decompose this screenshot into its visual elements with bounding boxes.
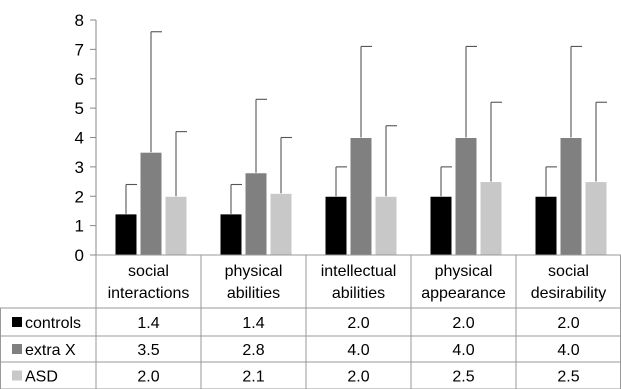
category-labels: social interactions physical abilities intel… xyxy=(108,263,607,302)
bar-extra-x xyxy=(349,137,373,256)
category-label: physical xyxy=(225,263,283,280)
legend-swatch xyxy=(12,317,22,327)
y-tick-label: 8 xyxy=(75,11,84,30)
bar-extra-x xyxy=(559,137,583,256)
bar-controls xyxy=(429,195,453,256)
table-value: 2.0 xyxy=(347,369,369,386)
bar-asd xyxy=(479,181,503,256)
category-label: appearance xyxy=(421,285,506,302)
y-tick-label: 5 xyxy=(75,99,84,118)
table-value: 2.0 xyxy=(452,315,474,332)
bar-asd xyxy=(269,192,293,256)
bar-asd xyxy=(164,195,188,256)
bar-asd xyxy=(374,195,398,256)
table-value: 2.0 xyxy=(137,369,159,386)
category-label: desirability xyxy=(531,285,607,302)
data-table-values: 1.4 1.4 2.0 2.0 2.0 3.5 2.8 4.0 4.0 4.0 2.0 2.1 2.0 2… xyxy=(137,315,579,386)
bar-series-group xyxy=(114,137,608,256)
table-value: 2.0 xyxy=(557,315,579,332)
bar-controls xyxy=(324,195,348,256)
table-value: 2.5 xyxy=(557,369,579,386)
data-table-legend: controls extra X ASD xyxy=(12,315,81,386)
y-tick-label: 6 xyxy=(75,70,84,89)
bar-asd xyxy=(584,181,608,256)
category-label: physical xyxy=(435,263,493,280)
category-label: abilities xyxy=(332,285,385,302)
category-label: social xyxy=(128,263,169,280)
table-value: 1.4 xyxy=(137,315,159,332)
y-tick-label: 4 xyxy=(75,129,84,148)
legend-label: controls xyxy=(25,315,81,332)
bar-controls xyxy=(114,213,138,256)
table-value: 2.0 xyxy=(347,315,369,332)
error-bar-group xyxy=(125,31,607,214)
legend-swatch xyxy=(12,344,22,354)
bar-extra-x xyxy=(244,172,268,256)
table-value: 2.8 xyxy=(242,342,264,359)
legend-swatch xyxy=(12,370,22,381)
table-value: 3.5 xyxy=(137,342,159,359)
table-value: 4.0 xyxy=(347,342,369,359)
category-label: abilities xyxy=(227,285,280,302)
bar-extra-x xyxy=(139,151,163,256)
category-label: interactions xyxy=(108,285,190,302)
bar-controls xyxy=(219,213,243,256)
table-value: 4.0 xyxy=(452,342,474,359)
y-axis: 0 1 2 3 4 5 6 7 8 xyxy=(75,11,97,265)
legend-label: extra X xyxy=(25,342,76,359)
legend-label: ASD xyxy=(25,369,58,386)
table-value: 1.4 xyxy=(242,315,264,332)
category-label: social xyxy=(548,263,589,280)
y-tick-label: 2 xyxy=(75,187,84,206)
y-tick-label: 0 xyxy=(75,246,84,265)
y-tick-label: 7 xyxy=(75,40,84,59)
category-label: intellectual xyxy=(321,263,397,280)
table-value: 2.5 xyxy=(452,369,474,386)
category-table-grid xyxy=(0,254,621,389)
y-tick-label: 1 xyxy=(75,217,84,236)
table-value: 4.0 xyxy=(557,342,579,359)
y-tick-label: 3 xyxy=(75,158,84,177)
table-value: 2.1 xyxy=(242,369,264,386)
bar-extra-x xyxy=(454,137,478,256)
bar-controls xyxy=(534,195,558,256)
